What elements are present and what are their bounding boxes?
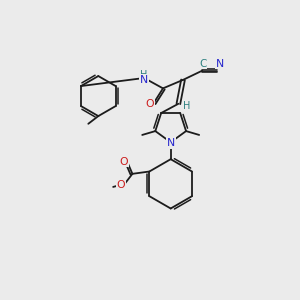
Text: H: H <box>140 70 147 80</box>
Text: C: C <box>199 59 207 69</box>
Text: N: N <box>167 138 175 148</box>
Text: O: O <box>116 180 125 190</box>
Text: O: O <box>146 99 154 109</box>
Text: O: O <box>120 157 128 166</box>
Text: N: N <box>140 75 148 85</box>
Text: H: H <box>183 101 190 111</box>
Text: N: N <box>216 59 224 69</box>
